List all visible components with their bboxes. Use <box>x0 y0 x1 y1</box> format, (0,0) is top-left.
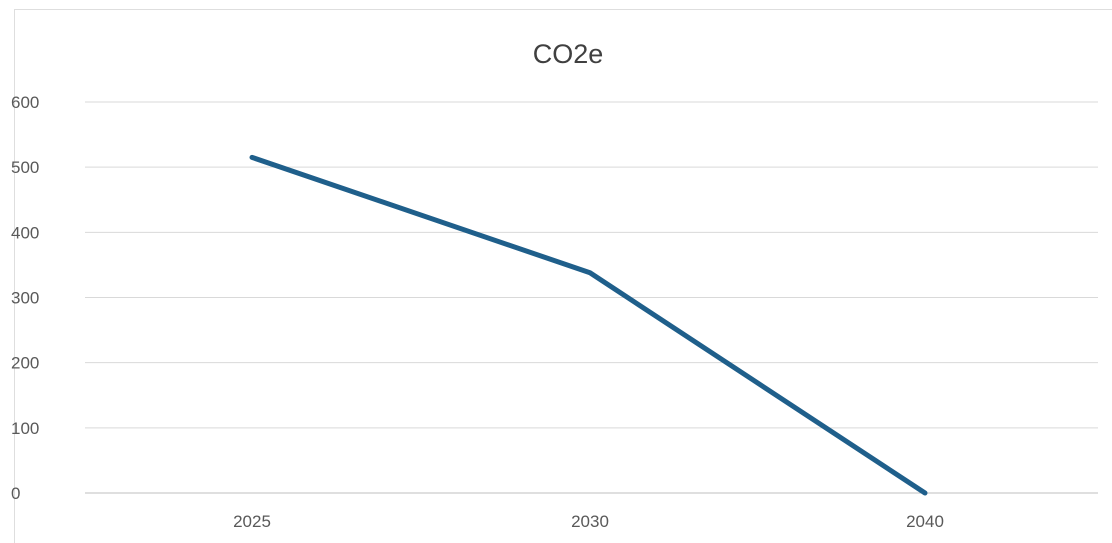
y-axis-tick-labels: 0 100 200 300 400 500 600 <box>11 93 39 503</box>
y-tick-label-200: 200 <box>11 354 39 373</box>
chart-border-left <box>14 9 15 543</box>
gridlines <box>85 101 1098 494</box>
y-tick-label-400: 400 <box>11 223 39 242</box>
series-layer <box>249 154 928 496</box>
y-tick-label-100: 100 <box>11 419 39 438</box>
series-line-0 <box>249 154 928 496</box>
y-tick-label-300: 300 <box>11 289 39 308</box>
x-axis-tick-labels: 2025 2030 2040 <box>233 512 944 531</box>
chart-title: CO2e <box>533 39 604 69</box>
chart-border-top <box>14 9 1112 10</box>
y-tick-label-0: 0 <box>11 484 20 503</box>
y-tick-label-600: 600 <box>11 93 39 112</box>
x-tick-label-2040: 2040 <box>906 512 944 531</box>
x-tick-label-2025: 2025 <box>233 512 271 531</box>
y-tick-label-500: 500 <box>11 158 39 177</box>
x-tick-label-2030: 2030 <box>571 512 609 531</box>
